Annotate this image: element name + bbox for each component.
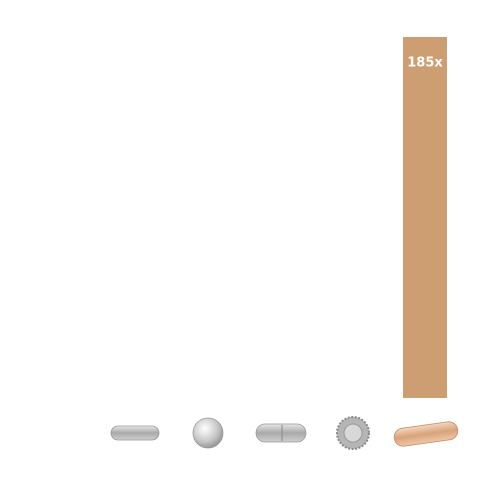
sphere-icon [192,417,224,449]
capsule-icon [255,423,307,443]
value-label: 185x [407,56,443,71]
pill-icons [110,416,459,450]
bar [403,37,447,398]
capsule-icon [110,425,160,441]
capsule-icon [393,421,459,447]
gear-center [343,423,363,443]
